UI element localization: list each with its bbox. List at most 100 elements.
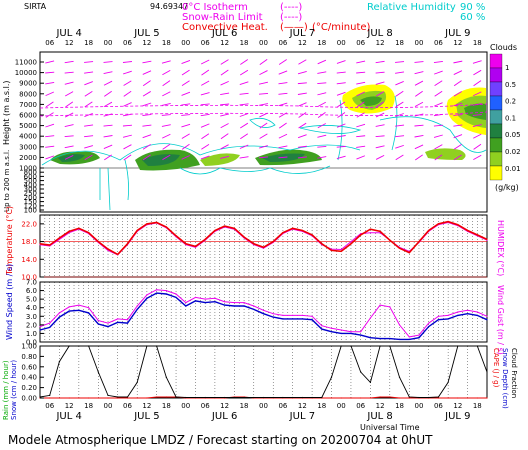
wind-arrow (181, 114, 191, 116)
wind-arrow (64, 145, 74, 149)
wind-arrow (201, 133, 210, 140)
wind-arrow (84, 135, 94, 138)
temperature-line-point (418, 241, 420, 243)
bottom-day-label: JUL 5 (133, 411, 159, 422)
wind-arrow (181, 69, 190, 76)
wind-arrow (434, 144, 443, 150)
wind-gust-line-point (194, 296, 197, 298)
wind-gust-line-point (350, 331, 352, 333)
top-hour-labels: 06 12 18 00 06 12 18 00 06 12 18 00 06 12 18 00 06 12 18 00… (45, 39, 481, 47)
wind-arrow (337, 101, 346, 108)
wind-speed-line-point (330, 331, 333, 333)
wind-arrow (200, 59, 210, 65)
y-tick-label: 14.0 (21, 256, 37, 264)
y-tick-label: 0.80 (21, 353, 37, 361)
height-tick-label-lower: 250 (24, 190, 37, 198)
wind-arrow (356, 71, 366, 74)
y-tick-label: 10.0 (21, 274, 37, 282)
temperature-line-point (389, 239, 391, 241)
top-hour-label: 00 (181, 39, 190, 47)
wind-arrow (259, 122, 268, 129)
cloud-blob-low-2-core (142, 154, 180, 166)
clouds-legend-swatch (489, 53, 503, 69)
wind-arrow (395, 124, 405, 127)
wind-arrow (433, 113, 443, 117)
wind-arrow (161, 124, 171, 127)
wind-arrow (473, 154, 482, 160)
wind-arrow (317, 101, 326, 107)
cloud-fraction-line-point (204, 396, 206, 399)
wind-arrow (336, 135, 346, 138)
wind-speed-line-point (447, 318, 449, 320)
wind-arrow (376, 91, 385, 97)
y-tick-label: 0.20 (21, 384, 37, 392)
wind-arrow (181, 133, 190, 139)
wind-arrow (64, 124, 74, 128)
wind-arrow (278, 156, 288, 159)
cloud-fraction-line-point (467, 345, 469, 347)
top-hour-label: 06 (45, 39, 54, 47)
wind-arrow (103, 113, 113, 117)
bottom-hour-label: 06 (434, 402, 443, 410)
temperature-line-point (350, 243, 352, 245)
y-tick-label: 3.0 (26, 313, 37, 321)
cloud-fraction-line-point (243, 396, 245, 399)
height-tick-label: 5000 (19, 122, 37, 130)
cape-ylabel: CAPE (J / g) (492, 348, 500, 388)
temperature-line-point (360, 234, 362, 236)
wind-gust-line-point (49, 322, 51, 324)
cloud-fraction-line-point (146, 345, 148, 347)
wind-gust-line-point (272, 313, 274, 315)
wind-arrow (122, 124, 132, 127)
wind-speed-line-point (117, 321, 119, 323)
wind-arrow (356, 123, 366, 128)
cape-line-point (379, 396, 381, 398)
y-tick-label: 0.0 (26, 339, 37, 347)
temperature-line-point (398, 247, 401, 249)
bottom-hour-label: 00 (415, 402, 424, 410)
wind-arrow (297, 156, 307, 159)
precip-lines (39, 345, 488, 399)
temperature-ylabel: Temperature (°C) (5, 206, 14, 276)
wind-arrow (297, 92, 307, 95)
cloud-fraction-line-point (262, 396, 265, 399)
wind-arrow (104, 154, 113, 161)
wind-arrow (317, 156, 327, 159)
wind-speed-line-point (68, 310, 70, 312)
top-day-label: JUL 7 (289, 28, 315, 39)
wind-arrow (298, 122, 307, 129)
wind-speed-line-point (175, 296, 177, 298)
cape-line-point (437, 397, 439, 399)
temperature-line-point (486, 238, 488, 240)
wind-gust-line-point (398, 324, 401, 326)
temperature-line-point (340, 250, 342, 252)
top-hour-label: 00 (415, 39, 424, 47)
cloud-blob-low-5 (425, 148, 466, 160)
y-tick-label: 0.60 (21, 363, 37, 371)
wind-arrow (103, 101, 113, 108)
cloud-fraction-line-point (350, 345, 352, 347)
wind-arrow (317, 145, 327, 148)
temperature-line-point (476, 234, 478, 236)
wind-arrow (414, 101, 424, 107)
bottom-hour-label: 18 (395, 402, 404, 410)
clouds-legend-tick: 0.05 (505, 131, 521, 139)
y-tick-label: 4.0 (26, 304, 37, 312)
y-tick-label: 2.0 (26, 321, 37, 329)
wind-arrow (45, 145, 55, 148)
wind-gust-line-point (486, 315, 488, 317)
wind-arrow (259, 70, 268, 76)
cloud-fraction-line-point (437, 396, 439, 398)
temperature-panel-grid (39, 215, 488, 278)
wind-speed-line-point (418, 337, 420, 339)
cape-line-point (165, 396, 167, 398)
wind-arrow (414, 144, 424, 150)
cloud-panel-ylabel: Height (m a.s.l.) (2, 81, 11, 146)
precip-panel: 1.00 0.80 0.60 0.40 0.20 0.00 Rain (mm / hour… (2, 343, 518, 421)
cloud-fraction-line-point (321, 396, 323, 399)
wind-arrow (317, 123, 326, 129)
height-tick-label: 9000 (19, 80, 37, 88)
wind-arrow (433, 124, 443, 127)
wind-arrow (278, 82, 288, 85)
clouds-legend-tick: 0.2 (505, 98, 516, 106)
